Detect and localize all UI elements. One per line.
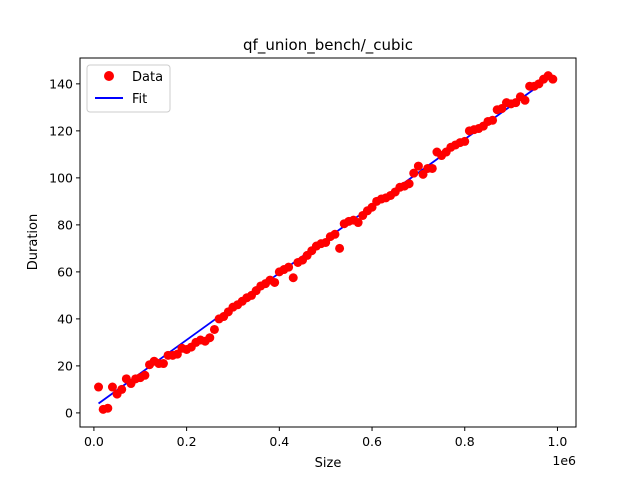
- data-point: [94, 382, 104, 392]
- data-point: [103, 403, 113, 413]
- legend-data-marker: [104, 71, 114, 81]
- x-tick-label: 0.4: [269, 434, 289, 449]
- x-offset-text: 1e6: [552, 453, 576, 468]
- data-point: [335, 243, 345, 253]
- data-point: [404, 179, 414, 189]
- data-point: [209, 324, 219, 334]
- data-point: [107, 382, 117, 392]
- data-point: [427, 163, 437, 173]
- data-point: [409, 168, 419, 178]
- data-point: [140, 370, 150, 380]
- plot-frame: [79, 57, 577, 428]
- data-point: [330, 229, 340, 239]
- data-point: [488, 115, 498, 125]
- data-point: [548, 74, 558, 84]
- x-tick-label: 0.2: [177, 434, 197, 449]
- data-point: [158, 359, 168, 369]
- x-tick-label: 1.0: [548, 434, 568, 449]
- data-series: [94, 71, 558, 414]
- data-point: [520, 95, 530, 105]
- y-tick-label: 40: [57, 311, 73, 326]
- data-point: [117, 384, 127, 394]
- data-point: [413, 161, 423, 171]
- data-point: [288, 273, 298, 283]
- x-tick-label: 0.0: [84, 434, 104, 449]
- data-point: [460, 136, 470, 146]
- y-tick-label: 20: [57, 358, 73, 373]
- data-point: [284, 262, 294, 272]
- x-axis-label: Size: [315, 456, 342, 471]
- y-tick-label: 100: [49, 170, 73, 185]
- chart-title: qf_union_bench/_cubic: [243, 36, 413, 55]
- y-tick-label: 140: [49, 76, 73, 91]
- y-tick-label: 0: [65, 405, 73, 420]
- legend-data-label: Data: [132, 70, 163, 85]
- x-tick-label: 0.8: [455, 434, 475, 449]
- y-tick-label: 120: [49, 123, 73, 138]
- y-axis: 0 20 40 60 80 100 120 140: [49, 76, 80, 420]
- legend-fit-label: Fit: [132, 92, 147, 107]
- y-tick-label: 80: [57, 217, 73, 232]
- y-axis-label: Duration: [26, 214, 41, 270]
- legend: Data Fit: [86, 64, 171, 113]
- y-tick-label: 60: [57, 264, 73, 279]
- x-tick-label: 0.6: [362, 434, 382, 449]
- x-axis: 0.0 0.2 0.4 0.6 0.8 1.0: [84, 427, 567, 449]
- data-point: [353, 218, 363, 228]
- data-point: [205, 333, 215, 343]
- data-point: [270, 277, 280, 287]
